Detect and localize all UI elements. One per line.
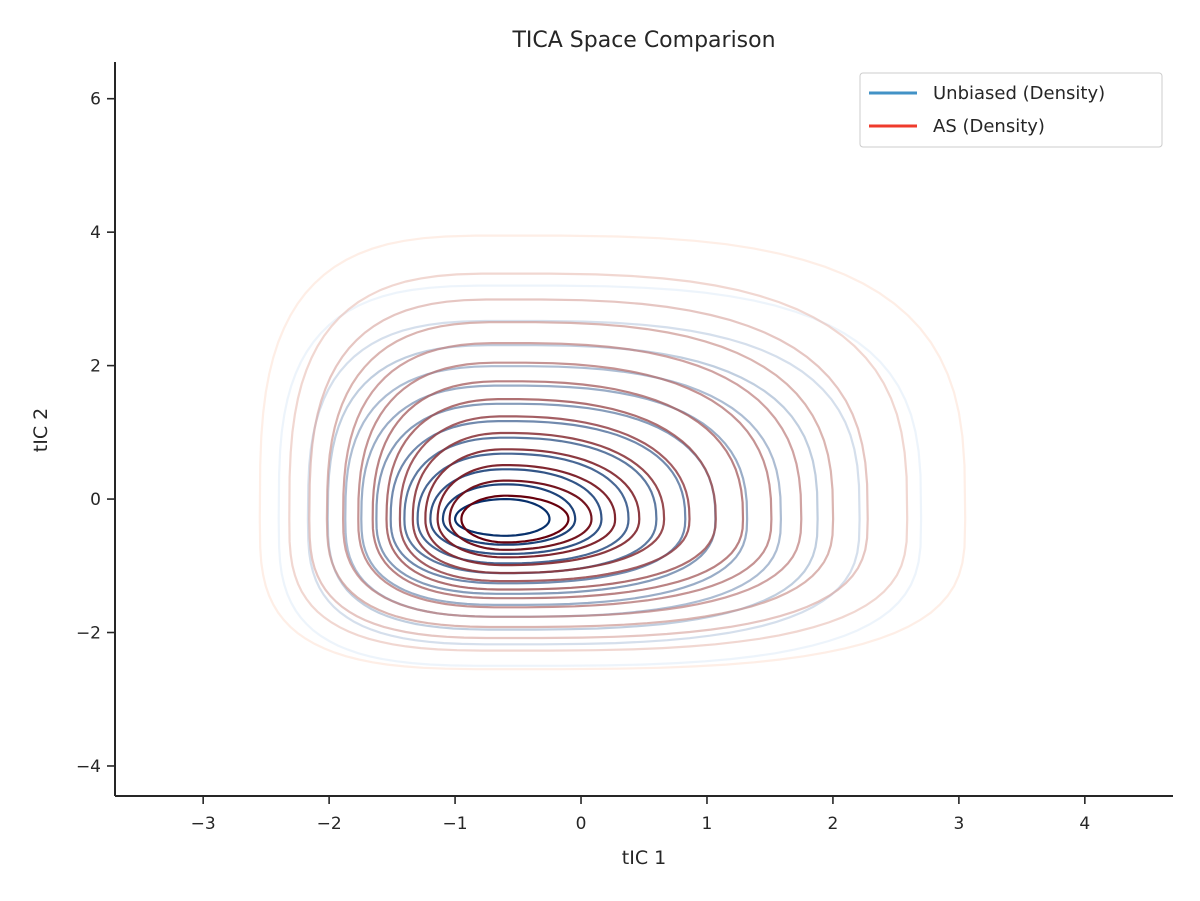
legend-frame	[859, 72, 1163, 148]
contour-level	[453, 498, 551, 537]
contour-level	[371, 380, 745, 600]
y-tick-label: −4	[76, 757, 101, 777]
contour-level	[448, 479, 593, 551]
contour-level	[398, 415, 691, 583]
contour-level	[389, 420, 687, 585]
contour-level	[375, 402, 717, 595]
contour-level	[308, 298, 869, 640]
contour-level	[360, 384, 749, 606]
x-tick-label: −3	[191, 814, 216, 834]
chart-title: TICA Space Comparison	[511, 28, 775, 53]
contour-level	[341, 342, 803, 618]
contour-level	[460, 494, 570, 544]
contour-level	[277, 284, 923, 667]
y-tick-label: 2	[90, 357, 101, 377]
legend-label-unbiased: Unbiased (Density)	[933, 83, 1105, 104]
contour-series-1	[258, 234, 967, 671]
contour-level	[325, 321, 835, 629]
x-tick-label: −1	[443, 814, 468, 834]
contour-plot-area	[258, 234, 967, 671]
contour-level	[357, 361, 773, 609]
x-axis-ticks: −3 −2 −1 0 1 2 3 4	[191, 796, 1090, 834]
contour-level	[436, 464, 617, 559]
x-tick-label: 4	[1079, 814, 1090, 834]
legend-label-as: AS (Density)	[933, 116, 1045, 137]
contour-level	[411, 431, 666, 575]
x-axis-label: tIC 1	[622, 847, 666, 869]
contour-level	[441, 483, 577, 546]
x-tick-label: 0	[576, 814, 587, 834]
legend: Unbiased (Density) AS (Density)	[859, 72, 1163, 148]
contour-level	[424, 448, 641, 567]
x-tick-label: 3	[953, 814, 964, 834]
x-tick-label: 2	[828, 814, 839, 834]
contour-level	[258, 234, 967, 671]
y-tick-label: 0	[90, 490, 101, 510]
contour-level	[306, 319, 861, 646]
x-tick-label: −2	[317, 814, 342, 834]
y-axis-label: tIC 2	[30, 408, 52, 452]
y-tick-label: 4	[90, 223, 101, 243]
x-tick-label: 1	[702, 814, 713, 834]
contour-level	[429, 468, 603, 555]
y-tick-label: 6	[90, 90, 101, 110]
contour-level	[385, 398, 717, 591]
contour-level	[288, 272, 909, 652]
y-axis-ticks: −4 −2 0 2 4 6	[76, 90, 115, 777]
contour-level	[416, 452, 630, 565]
y-tick-label: −2	[76, 624, 101, 644]
